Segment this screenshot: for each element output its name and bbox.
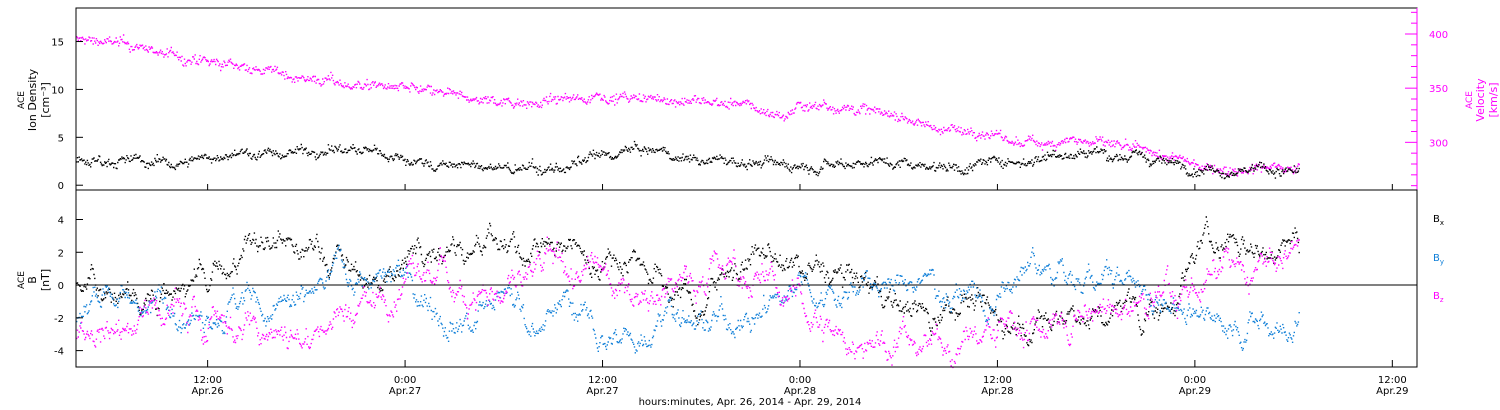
field-axis-label-line-1: ACE [17, 271, 27, 289]
x-tick-time-label: 0:00 [1184, 375, 1206, 386]
x-tick-date-label: Apr.28 [981, 386, 1013, 397]
velocity-axis-label-line-3: [km/s] [1487, 82, 1500, 117]
density-tick-label: 10 [51, 85, 64, 96]
velocity-axis: 300 350 400 [1405, 8, 1448, 190]
field-axis-label-line-2: B [26, 276, 39, 284]
by-series-points [76, 244, 1300, 354]
x-tick-time-label: 12:00 [588, 375, 617, 386]
field-tick-label: 0 [58, 281, 64, 292]
field-axis-label: ACE B [nT] [17, 269, 52, 291]
density-axis-label-line-3: [cm⁻³] [39, 82, 52, 118]
legend-bx-label: B [1433, 214, 1440, 225]
density-tick-label: 15 [51, 38, 64, 49]
legend-bx: Bx [1433, 214, 1444, 227]
top-panel-data-points [76, 34, 1300, 180]
field-axis: -4 -2 0 2 4 [54, 216, 83, 358]
density-series-points [76, 140, 1300, 180]
top-panel-frame [75, 7, 1418, 191]
x-tick-date-label: Apr.27 [586, 386, 618, 397]
legend-by-label: B [1433, 253, 1440, 264]
legend-by-sub: y [1440, 258, 1444, 266]
x-tick-time-label: 12:00 [193, 375, 222, 386]
x-tick-date-label: Apr.26 [191, 386, 223, 397]
x-tick-time-label: 0:00 [789, 375, 811, 386]
velocity-axis-label-line-2: Velocity [1474, 78, 1487, 122]
legend-by: By [1433, 253, 1444, 266]
x-tick-date-label: Apr.27 [389, 386, 421, 397]
field-tick-label: 4 [58, 216, 64, 227]
legend-bz: Bz [1433, 291, 1444, 304]
x-tick-time-label: 12:00 [983, 375, 1012, 386]
density-axis-label-line-1: ACE [17, 91, 27, 109]
density-axis: 0 5 10 15 [51, 38, 83, 192]
field-tick-label: -2 [54, 314, 64, 325]
bottom-panel: -4 -2 0 2 4 ACE B [nT] Bx By Bz [17, 189, 1444, 369]
velocity-tick-label: 350 [1429, 84, 1448, 95]
x-tick-date-label: Apr.29 [1179, 386, 1211, 397]
x-tick-date-label: Apr.29 [1376, 386, 1408, 397]
legend-bz-label: B [1433, 291, 1440, 302]
velocity-tick-label: 400 [1429, 30, 1448, 41]
x-tick-time-label: 0:00 [394, 375, 416, 386]
x-tick-time-label: 12:00 [1378, 375, 1407, 386]
field-tick-label: -4 [54, 347, 64, 358]
legend-bz-sub: z [1440, 296, 1444, 304]
bottom-panel-frame [75, 189, 1418, 368]
field-tick-label: 2 [58, 248, 64, 259]
legend: Bx By Bz [1433, 214, 1444, 304]
time-axis-title: hours:minutes, Apr. 26, 2014 - Apr. 29, … [639, 397, 862, 408]
velocity-tick-label: 300 [1429, 138, 1448, 149]
density-tick-label: 0 [58, 181, 64, 192]
velocity-axis-label: ACE Velocity [km/s] [1465, 78, 1500, 122]
density-tick-label: 5 [58, 133, 64, 144]
bx-series-points [76, 216, 1300, 347]
density-axis-label: ACE Ion Density [cm⁻³] [17, 68, 52, 131]
legend-bx-sub: x [1440, 219, 1444, 227]
x-tick-date-label: Apr.28 [784, 386, 816, 397]
bottom-panel-data-points [76, 216, 1300, 369]
density-axis-label-line-2: Ion Density [26, 68, 39, 131]
field-axis-label-line-3: [nT] [39, 269, 52, 291]
time-axis: 12:00Apr.260:00Apr.2712:00Apr.270:00Apr.… [191, 184, 1408, 397]
velocity-axis-label-line-1: ACE [1465, 91, 1475, 109]
